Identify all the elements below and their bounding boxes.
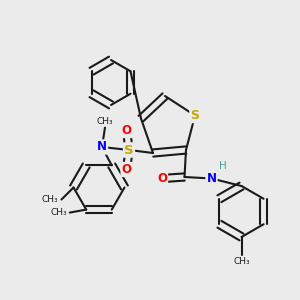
Text: CH₃: CH₃ bbox=[233, 256, 250, 266]
Text: H: H bbox=[219, 161, 227, 171]
Text: CH₃: CH₃ bbox=[50, 208, 67, 217]
Text: O: O bbox=[122, 124, 132, 137]
Text: CH₃: CH₃ bbox=[97, 117, 113, 126]
Text: S: S bbox=[190, 109, 200, 122]
Text: CH₃: CH₃ bbox=[42, 195, 58, 204]
Text: O: O bbox=[122, 163, 132, 176]
Text: N: N bbox=[97, 140, 107, 154]
Text: O: O bbox=[157, 172, 167, 185]
Text: S: S bbox=[124, 143, 134, 157]
Text: N: N bbox=[206, 172, 217, 185]
